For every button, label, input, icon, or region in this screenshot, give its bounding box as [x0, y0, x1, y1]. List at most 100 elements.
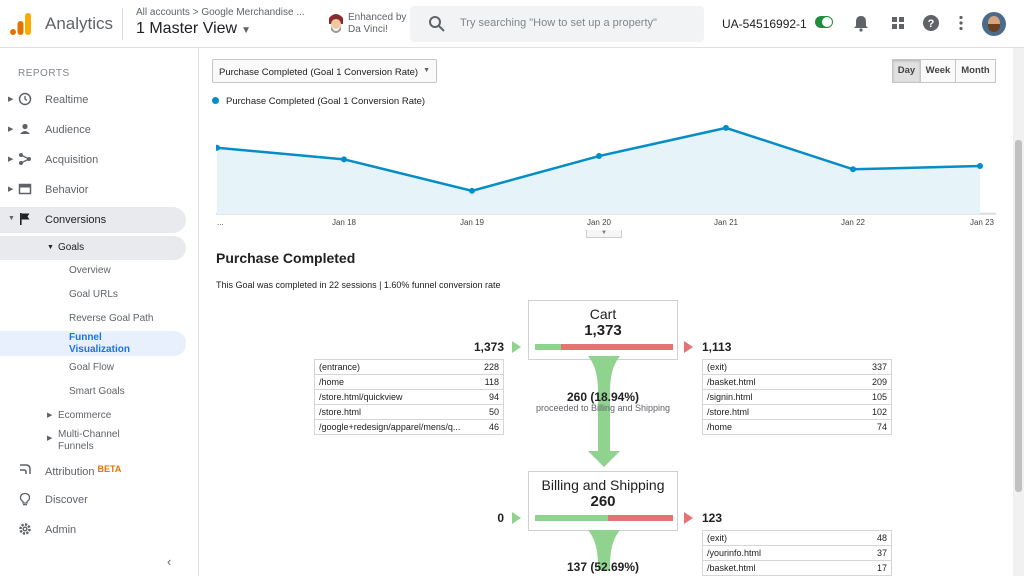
sub-item-label: Overview: [69, 265, 111, 276]
table-row[interactable]: /store.html 50: [315, 405, 503, 420]
period-day-button[interactable]: Day: [892, 59, 921, 83]
chevron-right-icon: ▶: [47, 412, 53, 419]
sidebar-item-goal-urls[interactable]: Goal URLs: [0, 288, 186, 308]
table-row[interactable]: /home 74: [703, 420, 891, 435]
chevron-right-icon: ▶: [47, 435, 53, 442]
table-row[interactable]: /home 118: [315, 375, 503, 390]
sidebar-item-label: Audience: [45, 124, 91, 136]
exit-arrow-icon: [684, 512, 693, 524]
x-tick-label: Jan 21: [714, 218, 739, 227]
collapse-sidebar-icon[interactable]: ‹: [167, 554, 172, 569]
sidebar-item-conversions[interactable]: ▼ Conversions: [0, 207, 186, 233]
sub-item-label: Goal Flow: [69, 362, 115, 373]
metric-dropdown-label: Purchase Completed (Goal 1 Conversion Ra…: [219, 67, 419, 78]
chart-resize-handle[interactable]: ▼: [586, 230, 622, 238]
metric-dropdown[interactable]: Purchase Completed (Goal 1 Conversion Ra…: [212, 59, 437, 83]
proceeded-count: 260 (18.94%): [566, 390, 640, 404]
table-row[interactable]: /basket.html 209: [703, 375, 891, 390]
data-point: [850, 166, 856, 173]
row-value: 37: [876, 548, 887, 558]
sub-item-label: Goal URLs: [69, 289, 118, 300]
apps-grid-icon[interactable]: [889, 14, 907, 32]
sidebar-item-smart-goals[interactable]: Smart Goals: [0, 385, 186, 405]
table-row[interactable]: /basket.html 17: [703, 561, 891, 576]
enhanced-line-2: Da Vinci!: [348, 24, 388, 35]
top-bar: Analytics All accounts > Google Merchand…: [0, 0, 1024, 48]
step-name: Cart: [589, 306, 617, 322]
sidebar-item-funnel-visualization[interactable]: Funnel Visualization: [0, 331, 186, 356]
property-toggle[interactable]: [815, 16, 833, 28]
search-bar[interactable]: Try searching "How to set up a property": [410, 6, 704, 42]
table-row[interactable]: /yourinfo.html 37: [703, 546, 891, 561]
sidebar-item-multi-channel-funnels[interactable]: ▶ Multi-Channel Funnels: [0, 428, 186, 454]
analytics-logo-icon[interactable]: [10, 12, 32, 36]
sidebar-item-goal-flow[interactable]: Goal Flow: [0, 361, 186, 381]
header-divider: [122, 8, 123, 40]
funnel-step-billing-shipping[interactable]: Billing and Shipping 260: [528, 471, 678, 531]
data-point: [596, 153, 602, 160]
sidebar-item-attribution[interactable]: Attribution BETA: [0, 457, 186, 483]
funnel-connector-1: [588, 356, 620, 467]
sidebar-item-admin[interactable]: Admin: [0, 517, 186, 543]
step-exits: 1,113: [702, 340, 732, 354]
scrollbar-thumb[interactable]: [1015, 140, 1022, 492]
sidebar-item-behavior[interactable]: ▶ Behavior: [0, 177, 186, 203]
entry-arrow-icon: [512, 512, 521, 524]
legend-label: Purchase Completed (Goal 1 Conversion Ra…: [226, 96, 426, 107]
step-exits: 123: [702, 511, 723, 525]
row-value: 94: [488, 392, 499, 402]
entrance-table: (entrance) 228 /home 118 /store.html/quick…: [314, 359, 504, 435]
row-page: /basket.html: [707, 377, 756, 387]
row-value: 118: [484, 377, 499, 387]
enhanced-by-label: Enhanced by Da Vinci!: [348, 12, 406, 36]
row-value: 50: [488, 407, 499, 417]
page-scrollbar[interactable]: [1013, 48, 1024, 576]
sidebar-item-ecommerce[interactable]: ▶ Ecommerce: [0, 409, 186, 429]
beta-badge: BETA: [97, 464, 122, 474]
table-row[interactable]: (entrance) 228: [315, 360, 503, 375]
sidebar-item-overview[interactable]: Overview: [0, 264, 186, 284]
row-page: /yourinfo.html: [707, 548, 762, 558]
sidebar-item-audience[interactable]: ▶ Audience: [0, 117, 186, 143]
table-row[interactable]: (exit) 337: [703, 360, 891, 375]
proceeded-label: proceeded to Billing and Shipping: [535, 403, 671, 413]
sidebar-item-acquisition[interactable]: ▶ Acquisition: [0, 147, 186, 173]
table-row[interactable]: /store.html/quickview 94: [315, 390, 503, 405]
table-row[interactable]: /google+redesign/apparel/mens/q... 46: [315, 420, 503, 435]
sub-item-label: Smart Goals: [69, 386, 125, 397]
table-row[interactable]: (exit) 48: [703, 531, 891, 546]
account-breadcrumb[interactable]: All accounts > Google Merchandise ...: [136, 7, 305, 18]
row-value: 209: [871, 377, 887, 387]
sidebar-item-discover[interactable]: Discover: [0, 487, 186, 513]
data-point: [216, 144, 220, 151]
row-page: /home: [319, 377, 345, 387]
table-row[interactable]: /signin.html 105: [703, 390, 891, 405]
funnel-title: Purchase Completed: [216, 250, 356, 266]
acquisition-icon: [19, 153, 31, 165]
sub-item-label: Funnel Visualization: [69, 332, 130, 355]
period-month-button[interactable]: Month: [955, 59, 996, 83]
more-vert-icon[interactable]: [952, 14, 970, 32]
bell-icon[interactable]: [852, 14, 870, 32]
sidebar-item-realtime[interactable]: ▶ Realtime: [0, 87, 186, 113]
account-avatar[interactable]: [982, 12, 1006, 36]
gear-icon: [19, 523, 31, 535]
sidebar-item-goals[interactable]: ▼ Goals: [0, 236, 186, 260]
help-icon[interactable]: ?: [922, 14, 940, 32]
table-row[interactable]: /store.html 102: [703, 405, 891, 420]
row-page: /store.html/quickview: [319, 392, 403, 402]
sidebar-item-label: Behavior: [45, 184, 89, 196]
sidebar-item-reverse-goal-path[interactable]: Reverse Goal Path: [0, 312, 186, 332]
view-selector[interactable]: 1 Master View ▼: [136, 20, 251, 38]
behavior-icon: [18, 183, 32, 195]
avatar-beard: [988, 24, 1000, 32]
goals-label: Goals: [58, 242, 85, 253]
sub-item-label: Multi-Channel Funnels: [58, 429, 120, 452]
funnel-step-cart[interactable]: Cart 1,373: [528, 300, 678, 360]
row-value: 102: [871, 407, 887, 417]
period-week-button[interactable]: Week: [920, 59, 956, 83]
row-value: 337: [871, 362, 887, 372]
row-value: 74: [876, 422, 887, 432]
davinci-avatar-icon: [329, 14, 343, 33]
